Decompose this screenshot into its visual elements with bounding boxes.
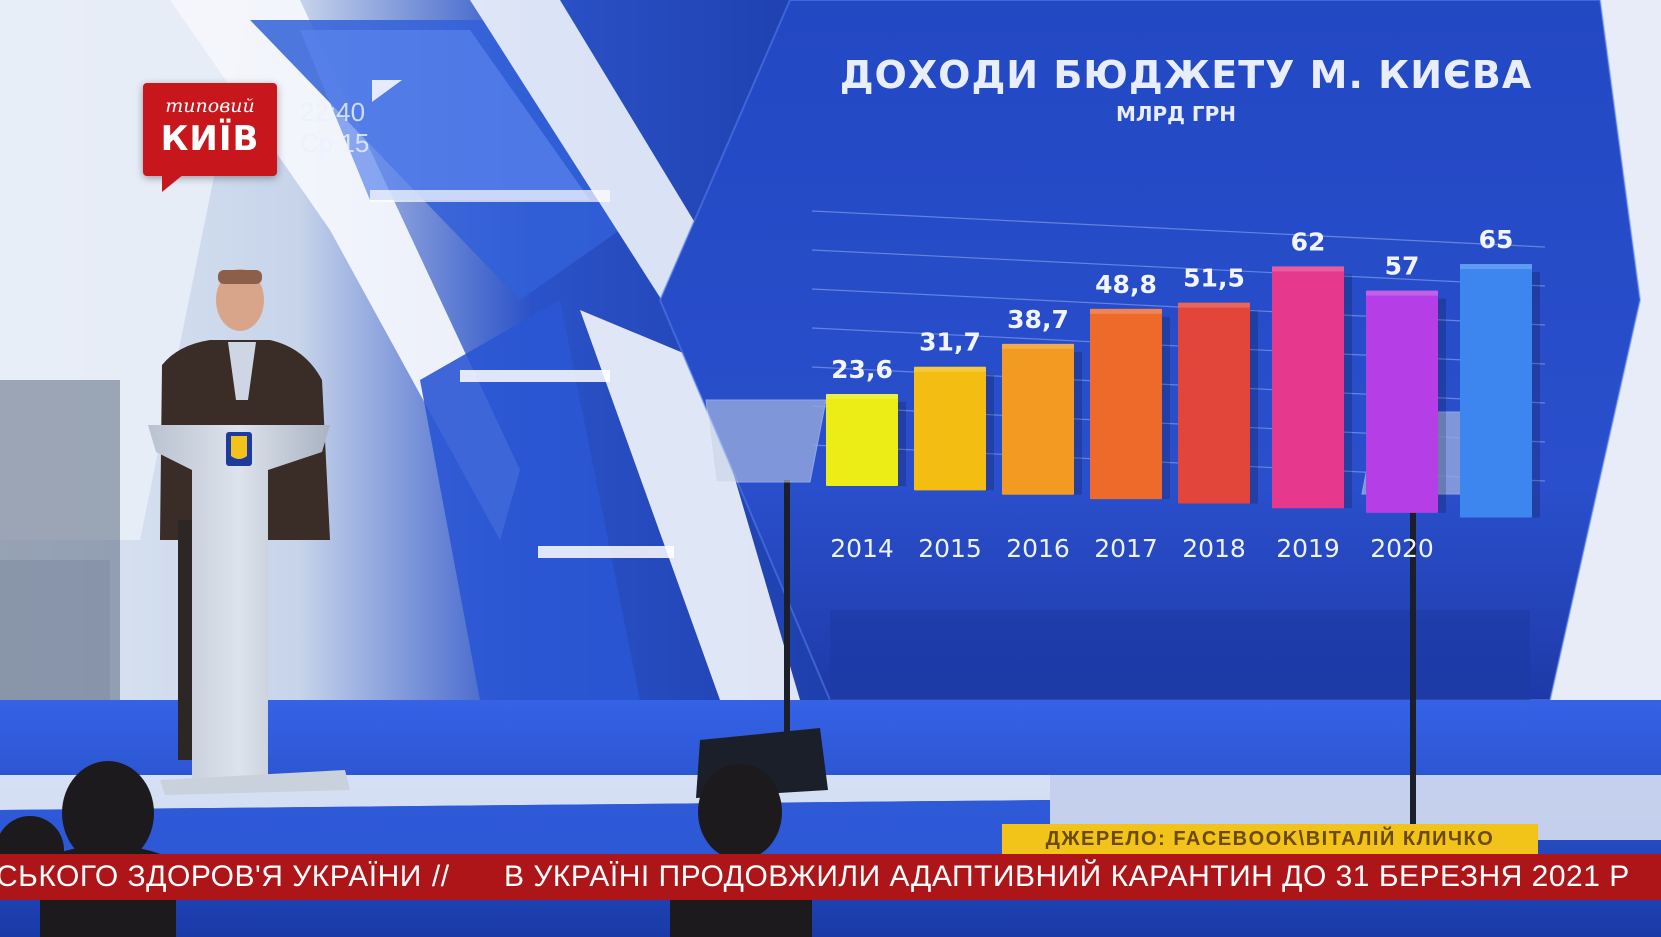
chart-bar [826,393,898,486]
chart-x-tick-label: 2019 [1276,534,1340,563]
source-caption: ДЖЕРЕЛО: FACEBOOK\ВІТАЛІЙ КЛИЧКО [1002,824,1538,854]
ticker-item-right: В УКРАЇНІ ПРОДОВЖИЛИ АДАПТИВНИЙ КАРАНТИН… [504,860,1630,893]
chart-bar-highlight [1272,266,1344,272]
clock-day: Ср 15 [300,128,370,158]
chart-bar [1002,343,1074,495]
chart-value-label: 48,8 [1095,270,1157,299]
ticker-left-text: СЬКОГО ЗДОРОВ'Я УКРАЇНИ [0,860,422,893]
channel-logo-small-text: типовий [165,95,255,117]
teleprompter-stand-right [1410,490,1416,890]
corner-flag-icon [372,80,402,102]
chart-bar-side [1162,316,1170,500]
chart-x-tick-label: 2014 [830,534,894,563]
chart-value-label: 57 [1385,252,1420,281]
chart-bar-highlight [1002,343,1074,349]
clock-time: 22:40 [300,97,366,127]
chart-bar [1460,264,1532,518]
podium [148,425,330,780]
chart-bar [1366,290,1438,513]
chart-bar-highlight [914,366,986,372]
chart-bar-side [1344,274,1352,509]
channel-logo-tail [162,174,184,192]
chart-bar [1178,302,1250,504]
chart-bar-side [1074,351,1082,495]
chart-x-tick-label: 2016 [1006,534,1070,563]
chart-gridline [811,210,1546,248]
chart-x-tick-label: 2020 [1370,534,1434,563]
chart-title: ДОХОДИ БЮДЖЕТУ М. КИЄВА [840,53,1533,97]
stage-chevron-center [580,310,800,700]
chart-bar-side [898,401,906,486]
chart-bar-side [1250,310,1258,504]
chart-bar [1272,266,1344,509]
chart-bar-side [986,374,994,491]
chart-value-label: 23,6 [831,355,893,384]
chart-value-label: 31,7 [919,328,981,357]
chart-value-label: 51,5 [1183,264,1245,293]
teleprompter-glass-left [705,399,827,483]
chart-x-tick-label: 2015 [918,534,982,563]
chart-bar-highlight [1366,290,1438,296]
chart-bar-side [1438,298,1446,513]
chart-bar-highlight [1460,264,1532,270]
ticker-separator: // [431,860,450,893]
chart-subtitle: МЛРД ГРН [1116,102,1236,126]
teleprompter-stand-left [784,480,790,780]
chart-value-label: 38,7 [1007,305,1069,334]
news-ticker: СЬКОГО ЗДОРОВ'Я УКРАЇНИ // В УКРАЇНІ ПРОД… [0,854,1661,900]
chart-bar [914,366,986,491]
chart-bar-highlight [826,393,898,399]
chart-value-label: 62 [1291,227,1326,256]
chart-value-label: 65 [1479,225,1514,254]
chart-bar [1090,308,1162,500]
ticker-item-left: СЬКОГО ЗДОРОВ'Я УКРАЇНИ // [0,858,450,896]
chart-bar-highlight [1178,302,1250,308]
chart-value-labels: 23,6 31,7 38,7 48,8 51,5 62 57 65 [831,225,1513,384]
channel-logo: типовий КИЇВ [143,83,277,176]
chart-bars [826,264,1540,518]
chart-gridline [811,249,1546,287]
stage-chevron-right [1530,0,1661,720]
chart-x-tick-label: 2017 [1094,534,1158,563]
chart-x-tick-label: 2018 [1182,534,1246,563]
channel-logo-name: КИЇВ [160,119,260,159]
broadcast-clock: 22:40 Ср 15 [300,97,369,159]
chart-x-tick-labels: 2014 2015 2016 2017 2018 2019 2020 [830,534,1434,563]
chart-bar-highlight [1090,308,1162,314]
chart-bar-side [1532,272,1540,518]
